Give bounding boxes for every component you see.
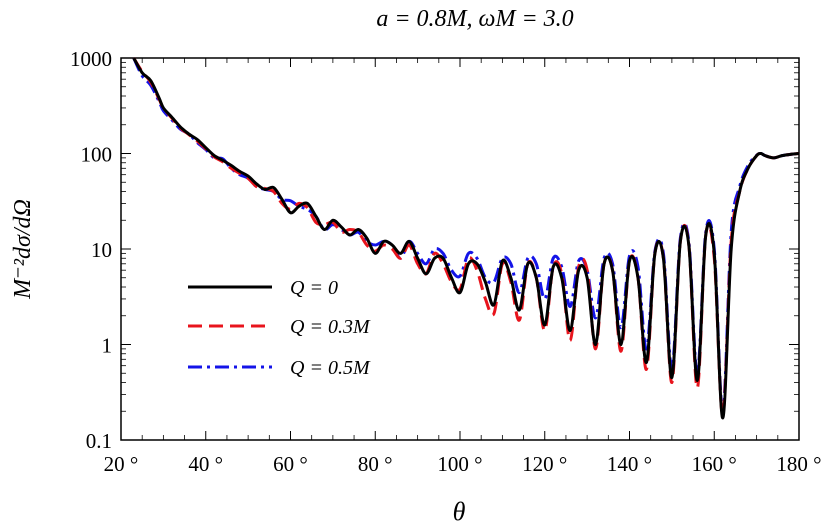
x-tick-label: 80 °: [358, 452, 393, 476]
y-tick-label: 0.1: [86, 429, 112, 453]
x-tick-labels: 20 ° 40 ° 60 ° 80 ° 100 ° 120 ° 140 ° 160 ° 180 …: [104, 452, 822, 476]
x-tick-label: 60 °: [273, 452, 308, 476]
y-axis-title: M⁻²dσ/dΩ: [10, 199, 36, 300]
x-tick-label: 180 °: [776, 452, 821, 476]
legend-label-q05: Q = 0.5M: [290, 357, 371, 379]
x-axis-title: θ: [453, 497, 466, 526]
x-tick-label: 120 °: [522, 452, 567, 476]
x-tick-label: 140 °: [607, 452, 652, 476]
x-tick-label: 40 °: [188, 452, 223, 476]
y-tick-label: 1000: [70, 47, 112, 71]
minor-ticks: [121, 58, 799, 440]
chart-title: a = 0.8M, ωM = 3.0: [376, 6, 573, 32]
series-line-0: [132, 57, 800, 420]
legend-label-q03: Q = 0.3M: [290, 316, 371, 338]
x-tick-label: 100 °: [437, 452, 482, 476]
y-tick-labels: 0.1 1 10 100 1000: [70, 47, 112, 453]
x-tick-label: 20 °: [104, 452, 139, 476]
series-lines: [132, 57, 800, 420]
y-tick-label: 1: [102, 334, 113, 358]
legend-label-q0: Q = 0: [290, 277, 338, 299]
x-tick-label: 160 °: [692, 452, 737, 476]
series-line-1: [132, 57, 800, 418]
y-tick-label: 10: [91, 238, 112, 262]
legend: Q = 0 Q = 0.3M Q = 0.5M: [188, 277, 371, 379]
y-tick-label: 100: [81, 143, 113, 167]
